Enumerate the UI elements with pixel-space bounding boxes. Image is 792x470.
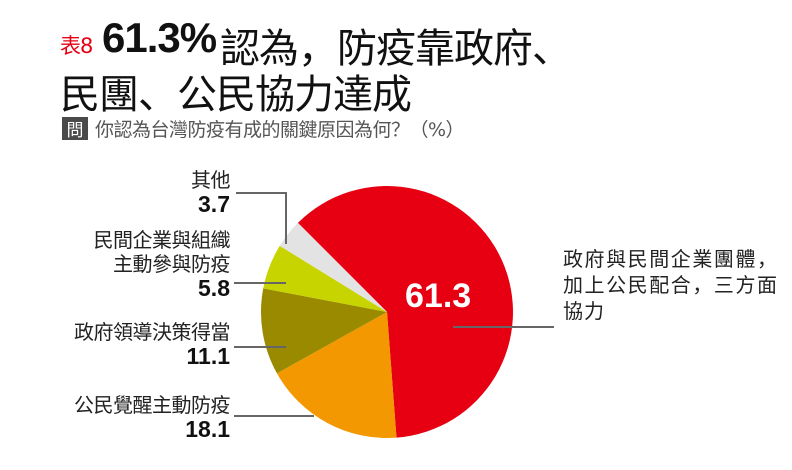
label-government: 政府領導決策得當 11.1 [0,320,231,369]
label-citizens-value: 18.1 [185,416,230,442]
pie-slice-citizens [276,312,397,438]
label-private: 民間企業與組織 主動參與防疫 5.8 [20,228,231,301]
pie-slice-government [260,288,387,374]
headline-line2: 民團、公民協力達成 [60,72,412,118]
label-government-name: 政府領導決策得當 [74,320,231,344]
pie-slices [260,185,513,438]
label-collaboration: 政府與民間企業團體，加上公民配合，三方面協力 [563,247,778,323]
pie-slice-other [279,222,387,312]
headline-line1: 認為，防疫靠政府、 [220,26,572,72]
leader-lines [234,192,554,417]
main-slice-value: 61.3 [405,277,472,315]
label-government-value: 11.1 [186,343,231,369]
question-text: 你認為台灣防疫有成的關鍵原因為何？（%） [95,118,465,141]
label-citizens-name: 公民覺醒主動防疫 [74,393,231,417]
pie-slice-private [263,245,387,312]
pie-slice-collaboration [297,185,513,438]
label-private-value: 5.8 [198,275,230,301]
leader-line-other [236,192,287,244]
headline-number: 61.3% [102,14,217,61]
label-private-name-1: 民間企業與組織 [93,228,231,252]
label-citizens: 公民覺醒主動防疫 18.1 [0,393,231,442]
label-other: 其他 3.7 [120,168,231,217]
label-private-name-2: 主動參與防疫 [113,252,231,276]
label-other-value: 3.7 [198,191,230,217]
question-badge: 問 [62,116,88,141]
question-subtitle: 問 你認為台灣防疫有成的關鍵原因為何？（%） [62,116,465,141]
label-other-name: 其他 [191,168,231,192]
figure-tag: 表8 [60,34,93,58]
